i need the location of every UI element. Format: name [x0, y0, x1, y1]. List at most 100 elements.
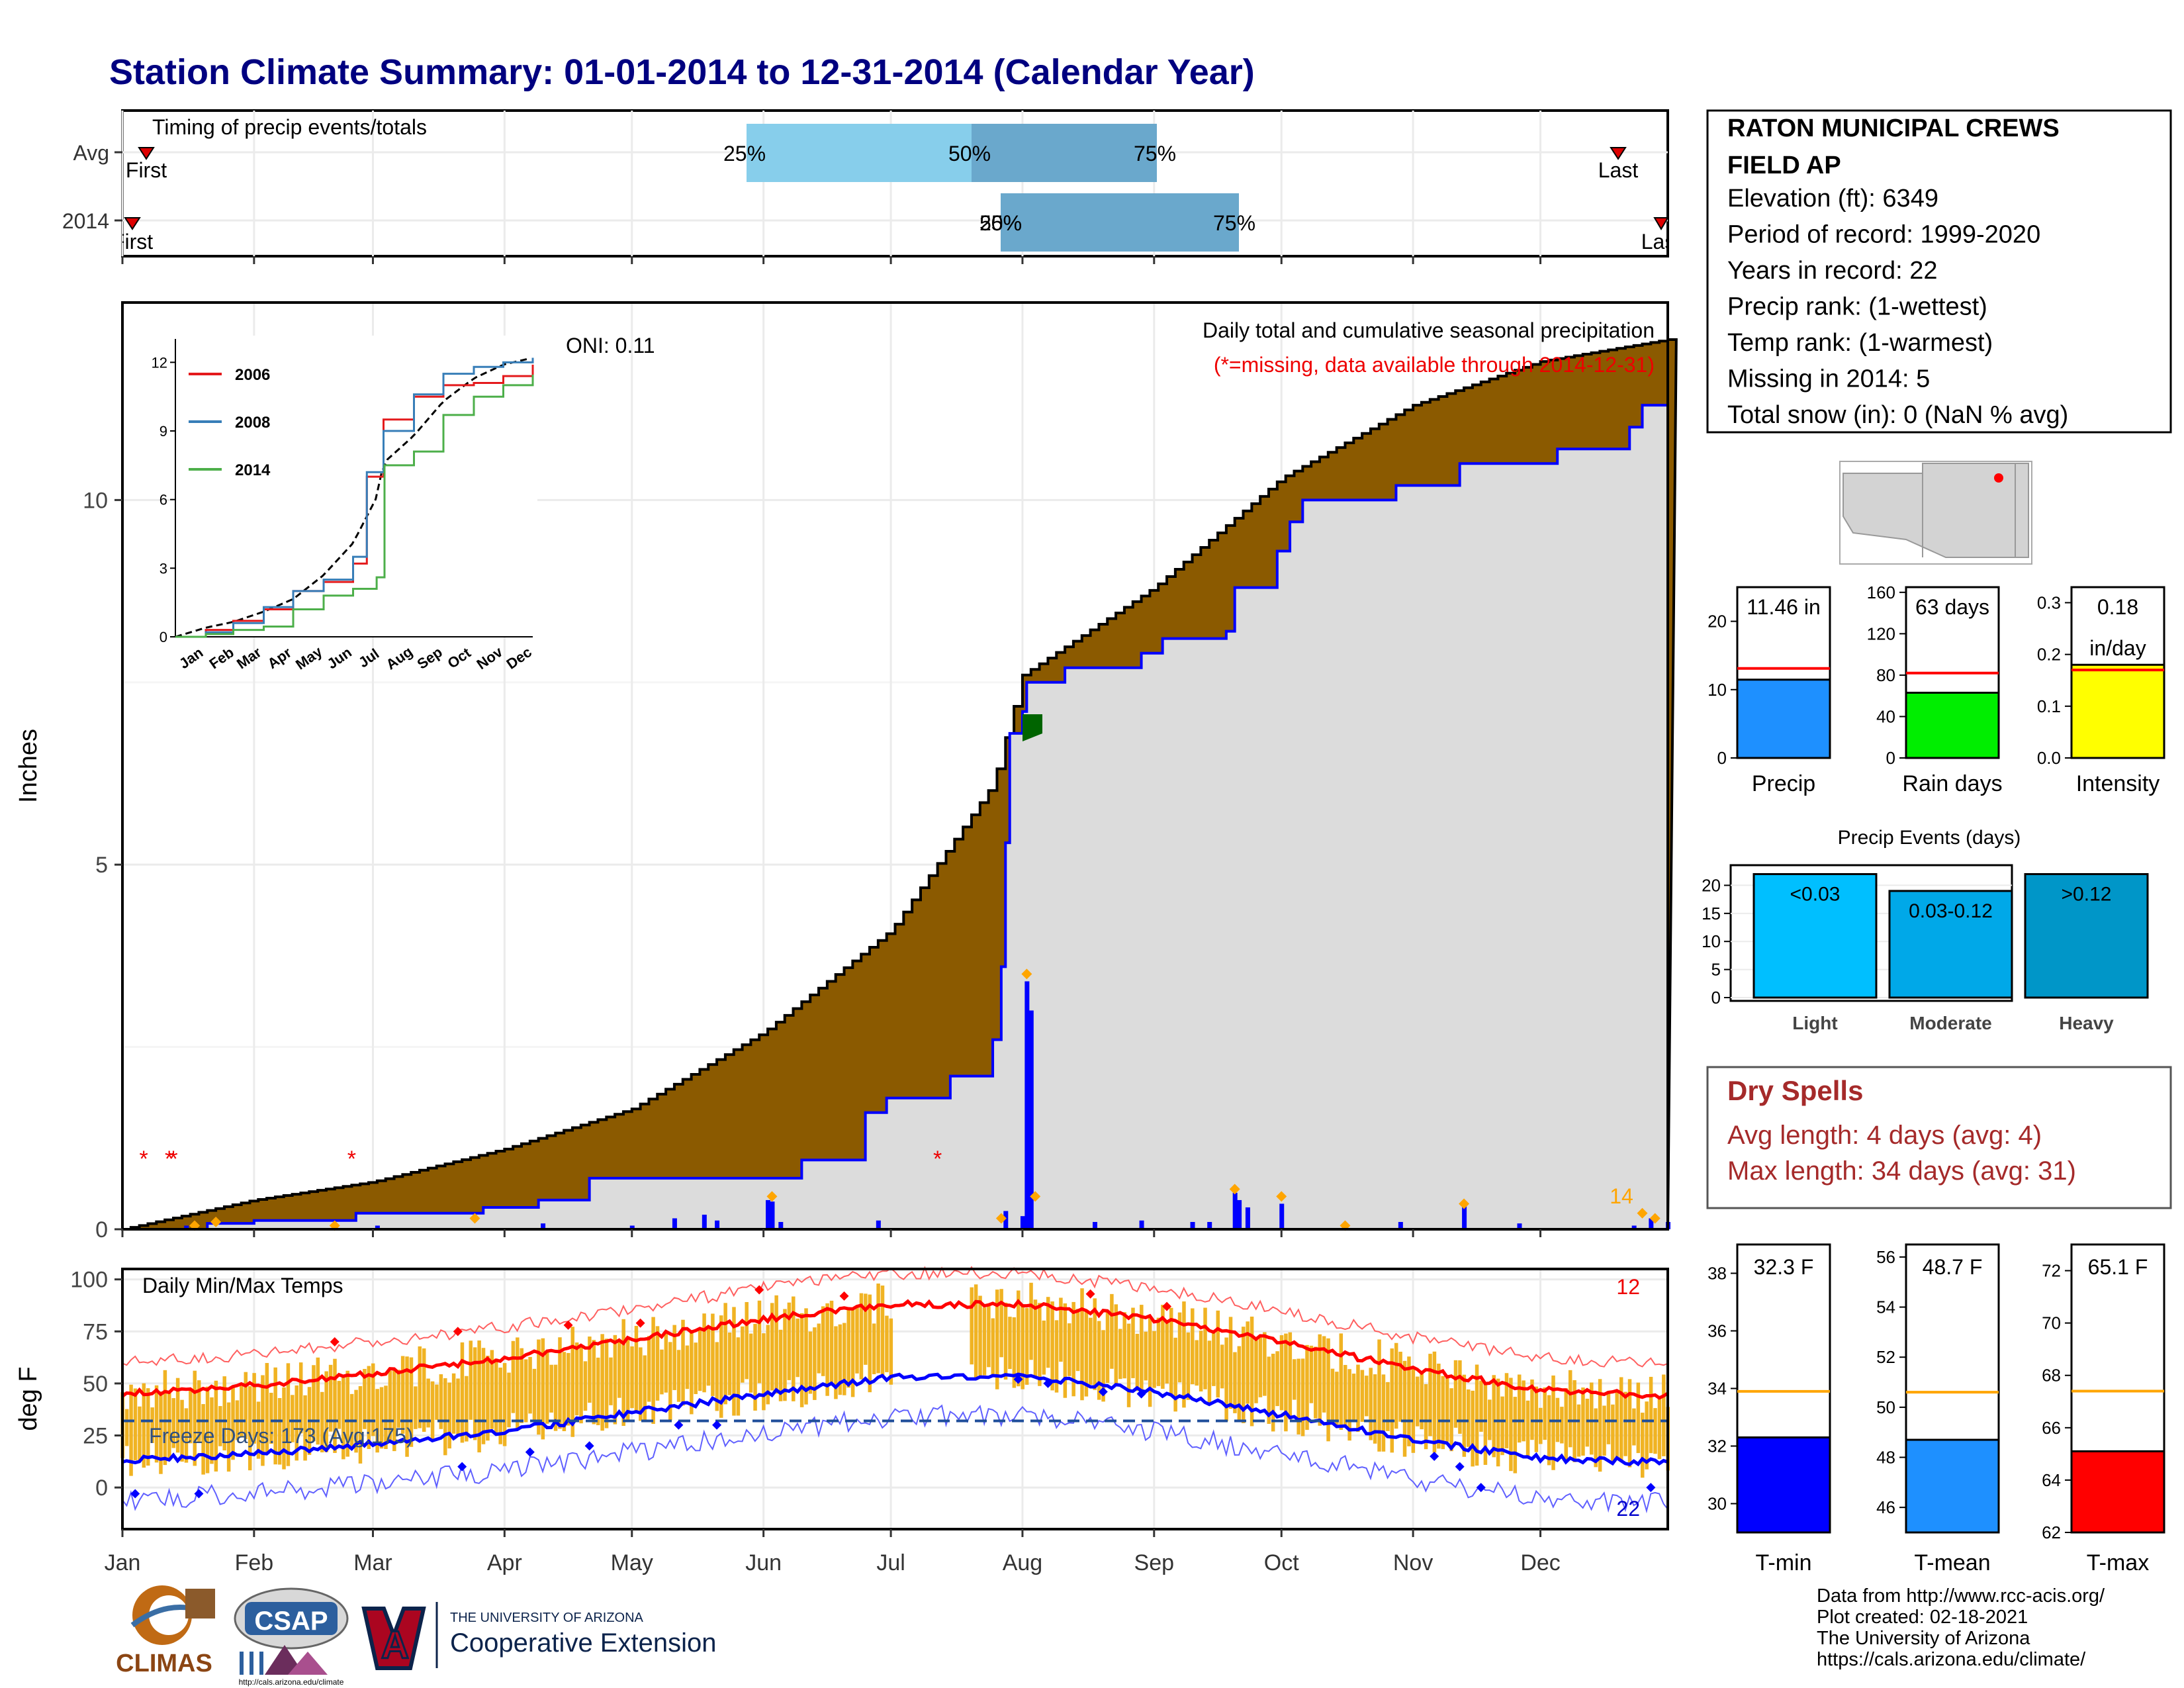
temp-summary-value: 32.3 F: [1754, 1255, 1814, 1279]
daily-precip-bar: [1020, 1216, 1025, 1229]
above-avg-region: [1023, 714, 1042, 741]
daily-temp-bar: [1590, 1382, 1594, 1455]
daily-temp-bar: [392, 1370, 396, 1452]
daily-temp-bar: [549, 1364, 553, 1413]
daily-temp-bar: [1038, 1303, 1042, 1386]
daily-temp-bar: [124, 1409, 129, 1446]
daily-temp-bar: [834, 1326, 838, 1399]
footer-line: https://cals.arizona.edu/climate/: [1817, 1649, 2086, 1670]
record-low-marker: [712, 1420, 722, 1430]
daily-precip-bar: [1232, 1192, 1238, 1229]
daily-temp-bar: [1071, 1301, 1075, 1397]
precip-summary-value-unit: in/day: [2089, 636, 2146, 660]
daily-temp-bar: [596, 1357, 600, 1425]
daily-temp-bar: [1471, 1390, 1475, 1467]
daily-temp-bar: [1042, 1320, 1046, 1375]
daily-temp-bar: [676, 1350, 681, 1402]
timing-row-avg: Avg: [73, 141, 109, 165]
events-category-label: Moderate: [1909, 1013, 1991, 1033]
daily-temp-bar: [465, 1376, 469, 1442]
daily-temp-bar: [1560, 1407, 1564, 1444]
daily-temp-bar: [277, 1397, 282, 1465]
daily-temp-bar: [1428, 1354, 1432, 1436]
record-low-marker: [1136, 1389, 1146, 1399]
daily-temp-bar: [303, 1395, 307, 1461]
main-ytick-label: 10: [83, 488, 108, 513]
daily-temp-bar: [1080, 1288, 1084, 1401]
record-high-marker: [1085, 1289, 1095, 1299]
record-high-marker: [635, 1318, 645, 1328]
daily-precip-bar: [1631, 1225, 1637, 1229]
daily-precip-bar: [876, 1220, 881, 1229]
daily-temp-bar: [477, 1340, 481, 1453]
daily-temp-bar: [753, 1323, 757, 1411]
daily-temp-bar: [1365, 1376, 1369, 1417]
daily-temp-bar: [502, 1363, 507, 1446]
daily-temp-bar: [1131, 1307, 1135, 1378]
daily-temp-bar: [574, 1342, 579, 1416]
dry-max-length: Max length: 34 days (avg: 31): [1727, 1156, 2076, 1186]
daily-temp-bar: [1581, 1387, 1585, 1456]
precip-summary-tick-label: 0: [1717, 748, 1727, 768]
daily-temp-bar: [426, 1378, 430, 1428]
daily-temp-bar: [1089, 1317, 1093, 1385]
y2014-p25-label: 25%: [979, 211, 1022, 235]
daily-temp-bar: [1576, 1404, 1581, 1457]
temp-summary-tick-label: 32: [1707, 1436, 1727, 1456]
daily-temp-bar: [1453, 1360, 1458, 1428]
daily-temp-bar: [1224, 1337, 1228, 1422]
daily-temp-bar: [1525, 1400, 1530, 1458]
daily-temp-bar: [320, 1391, 324, 1453]
daily-temp-bar: [222, 1376, 226, 1451]
daily-temp-bar: [664, 1331, 668, 1393]
daily-temp-bar: [1530, 1379, 1534, 1440]
daily-temp-bar: [1250, 1316, 1254, 1427]
daily-temp-bar: [567, 1352, 570, 1426]
daily-temp-bar: [451, 1373, 456, 1434]
daily-temp-bar: [1024, 1307, 1029, 1385]
daily-temp-bar: [405, 1356, 409, 1457]
daily-temp-bar: [1063, 1303, 1068, 1398]
daily-temp-bar: [1509, 1378, 1513, 1472]
daily-precip-bar: [702, 1214, 707, 1229]
record-high-marker: [839, 1291, 849, 1301]
record-min-line: [122, 1404, 1668, 1514]
daily-temp-bar: [1458, 1360, 1462, 1434]
daily-temp-bar: [982, 1307, 987, 1376]
precip-summary-value: 0.18: [2097, 595, 2138, 619]
temp-summary-tick-label: 68: [2042, 1366, 2061, 1385]
daily-temp-bar: [1110, 1293, 1114, 1369]
daily-temp-bar: [723, 1303, 727, 1405]
daily-temp-bar: [690, 1330, 694, 1415]
record-high-marker: [754, 1285, 764, 1295]
precip-events-panel: Precip Events (days) 0 5 10 15 20 <0.03 Light 0…: [1702, 827, 2149, 1033]
daily-temp-bar: [651, 1317, 655, 1425]
record-low-marker: [584, 1441, 594, 1451]
dry-avg-length: Avg length: 4 days (avg: 4): [1727, 1121, 2042, 1150]
daily-temp-bar: [1267, 1356, 1271, 1425]
daily-temp-bar: [291, 1395, 295, 1442]
daily-temp-bar: [685, 1345, 690, 1389]
daily-temp-bar: [1407, 1356, 1411, 1446]
daily-temp-bar: [1075, 1309, 1080, 1372]
inset-series-line-2006: [175, 364, 534, 638]
daily-temp-bar: [184, 1408, 189, 1463]
record-low-marker: [1043, 1378, 1053, 1388]
daily-temp-bar: [1606, 1391, 1611, 1444]
daily-temp-bar: [1416, 1376, 1420, 1427]
daily-temp-bar: [1564, 1388, 1569, 1462]
inset-legend-label: 2006: [235, 366, 270, 384]
daily-temp-bar: [341, 1376, 345, 1460]
daily-record-marker: [995, 1213, 1007, 1224]
temp-ytick-label: 25: [83, 1424, 108, 1449]
daily-temp-bar: [660, 1349, 664, 1395]
daily-temp-bar: [345, 1370, 349, 1457]
daily-temp-bar: [1144, 1331, 1148, 1381]
daily-temp-bar: [298, 1362, 303, 1434]
daily-temp-bar: [655, 1326, 660, 1401]
daily-temp-bar: [1148, 1317, 1152, 1407]
avg-first-marker: [138, 147, 155, 160]
record-high-marker: [453, 1327, 463, 1336]
record-low-marker: [457, 1462, 467, 1472]
daily-temp-bar: [978, 1295, 982, 1376]
